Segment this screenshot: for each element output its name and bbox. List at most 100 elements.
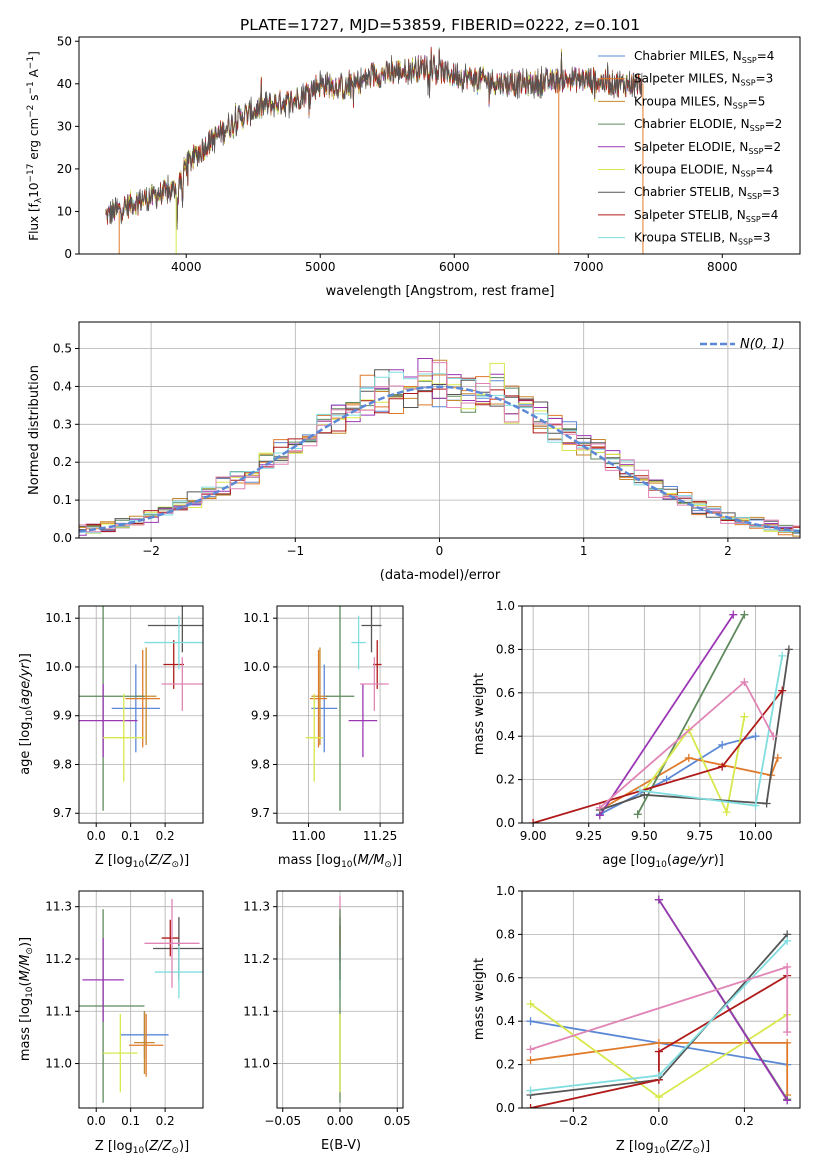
y-tick-label: 50	[57, 34, 72, 48]
x-tick-label: 9.25	[575, 829, 602, 843]
x-tick-label: 5000	[305, 260, 336, 274]
y-tick-label: 0.0	[53, 531, 72, 545]
legend-count: =3	[762, 185, 780, 199]
normal-legend-label: N(0, 1)	[740, 337, 785, 352]
weight-point-marker	[778, 686, 787, 695]
weight-point-marker	[769, 732, 778, 741]
spectrum-series-line	[105, 50, 643, 230]
legend-sub: SSP	[746, 215, 761, 224]
age-mass: 11.00 11.25 9.7 9.8 9.9 10.0 10.1	[243, 605, 404, 843]
plot-content	[79, 898, 203, 1103]
y-tick-label: 9.9	[53, 709, 72, 723]
weight-point-marker	[751, 801, 760, 810]
axes-frame	[276, 605, 404, 824]
y-tick-label: 0.4	[496, 729, 515, 743]
y-tick-label: 20	[57, 162, 72, 176]
legend-sub: SSP	[747, 192, 762, 201]
legend-label: Salpeter ELODIE, NSSP=2	[634, 140, 781, 156]
axes-frame	[78, 36, 801, 255]
y-tick-label: 9.8	[53, 757, 72, 771]
weight-point-marker	[778, 651, 787, 660]
weight-point-marker	[751, 732, 760, 741]
x-tick-label: 6000	[439, 260, 470, 274]
x-tick-label: 0.0	[649, 1114, 668, 1128]
mass-ebv-xlabel: E(B-V)	[321, 1138, 361, 1153]
y-tick-label: 0.8	[496, 927, 515, 941]
mass-z-ylabel: mass [log10(M/M⊙)]	[18, 937, 35, 1061]
weight-series-line	[658, 899, 788, 1101]
x-tick-label: 9.50	[631, 829, 658, 843]
x-tick-label: −1	[286, 544, 304, 558]
x-tick-label: 0.2	[156, 1114, 175, 1128]
legend-label: Chabrier ELODIE, NSSP=2	[634, 117, 782, 133]
y-tick-label: 9.8	[251, 757, 270, 771]
y-tick-label: 11.2	[243, 952, 270, 966]
age-z-ylabel: age [log10(age/yr)]	[18, 653, 35, 775]
x-tick-label: 7000	[573, 260, 604, 274]
x-tick-label: 0.0	[87, 829, 106, 843]
age-z-xlabel: Z [log10(Z/Z⊙)]	[95, 853, 189, 870]
weight-age-ylabel: mass weight	[472, 673, 487, 755]
x-tick-label: 2	[724, 544, 732, 558]
legend-sub: SSP	[741, 79, 756, 88]
x-tick-label: 0.05	[384, 1114, 411, 1128]
histogram-ylabel: Normed distribution	[27, 365, 42, 495]
y-tick-label: 0.2	[496, 1058, 515, 1072]
legend-sub: SSP	[750, 124, 765, 133]
weight-z-ylabel: mass weight	[472, 958, 487, 1040]
age-vs-metallicity-panel: age [log10(age/yr)] Z [log10(Z/Z⊙)] 0.0 0…	[18, 605, 204, 870]
weight-point-marker	[654, 1038, 663, 1047]
x-tick-label: −0.2	[559, 1114, 588, 1128]
spectrum-title: PLATE=1727, MJD=53859, FIBERID=0222, z=0…	[240, 16, 640, 34]
weight-point-marker	[740, 712, 749, 721]
legend-label: Chabrier STELIB, NSSP=3	[634, 185, 780, 201]
weight-series-line	[599, 680, 775, 809]
x-tick-label: 0.0	[87, 1114, 106, 1128]
axes-frame	[521, 890, 801, 1109]
weight-point-marker	[640, 790, 649, 799]
mass-z: 0.0 0.1 0.2 11.0 11.1 11.2 11.3	[45, 890, 204, 1128]
spectrum: 4000 5000 6000 7000 8000 0 10 20 30 40 50	[57, 34, 801, 274]
y-tick-label: 0.4	[53, 379, 72, 393]
x-tick-label: 0.1	[121, 1114, 140, 1128]
weight-point-marker	[783, 1038, 792, 1047]
y-tick-label: 30	[57, 119, 72, 133]
weight-series-line	[599, 735, 756, 816]
weight-point-marker	[762, 799, 771, 808]
spectrum-xlabel: wavelength [Angstrom, rest frame]	[326, 284, 555, 299]
histogram-xlabel: (data-model)/error	[380, 568, 501, 583]
x-tick-label: −2	[142, 544, 160, 558]
x-tick-label: 0	[436, 544, 444, 558]
weight-point-marker	[718, 740, 727, 749]
weight-series-line	[636, 614, 746, 815]
y-tick-label: 0.5	[53, 342, 72, 356]
legend-label: Salpeter MILES, NSSP=3	[634, 72, 773, 88]
x-tick-label: 10.00	[738, 829, 772, 843]
weight-point-marker	[595, 803, 604, 812]
weight-point-marker	[633, 810, 642, 819]
y-tick-label: 10.1	[45, 611, 72, 625]
weight-point-marker	[783, 1028, 792, 1037]
x-tick-label: 11.25	[363, 829, 397, 843]
y-tick-label: 10	[57, 204, 72, 218]
legend-count: =2	[763, 140, 781, 154]
y-tick-label: 10.0	[243, 660, 270, 674]
y-tick-label: 11.1	[45, 1004, 72, 1018]
y-tick-label: 11.1	[243, 1004, 270, 1018]
weight-vs-metallicity-panel: Z [log10(Z/Z⊙)] mass weight −0.2 0.0 0.2 0.…	[472, 884, 801, 1156]
y-tick-label: 1.0	[496, 884, 515, 898]
plot-content	[105, 46, 644, 254]
y-tick-label: 11.0	[45, 1057, 72, 1071]
x-tick-label: 0.00	[327, 1114, 354, 1128]
y-tick-label: 9.7	[251, 806, 270, 820]
y-tick-label: 40	[57, 77, 72, 91]
weight-vs-age-panel: age [log10(age/yr)] mass weight 9.00 9.25…	[472, 599, 801, 870]
weight-point-marker	[654, 1047, 663, 1056]
y-tick-label: 11.0	[243, 1057, 270, 1071]
legend-label: Kroupa ELODIE, NSSP=4	[634, 163, 773, 179]
weight-point-marker	[783, 962, 792, 971]
legend-count: =2	[765, 117, 783, 131]
legend-sub: SSP	[733, 101, 748, 110]
axes-frame	[521, 605, 801, 824]
